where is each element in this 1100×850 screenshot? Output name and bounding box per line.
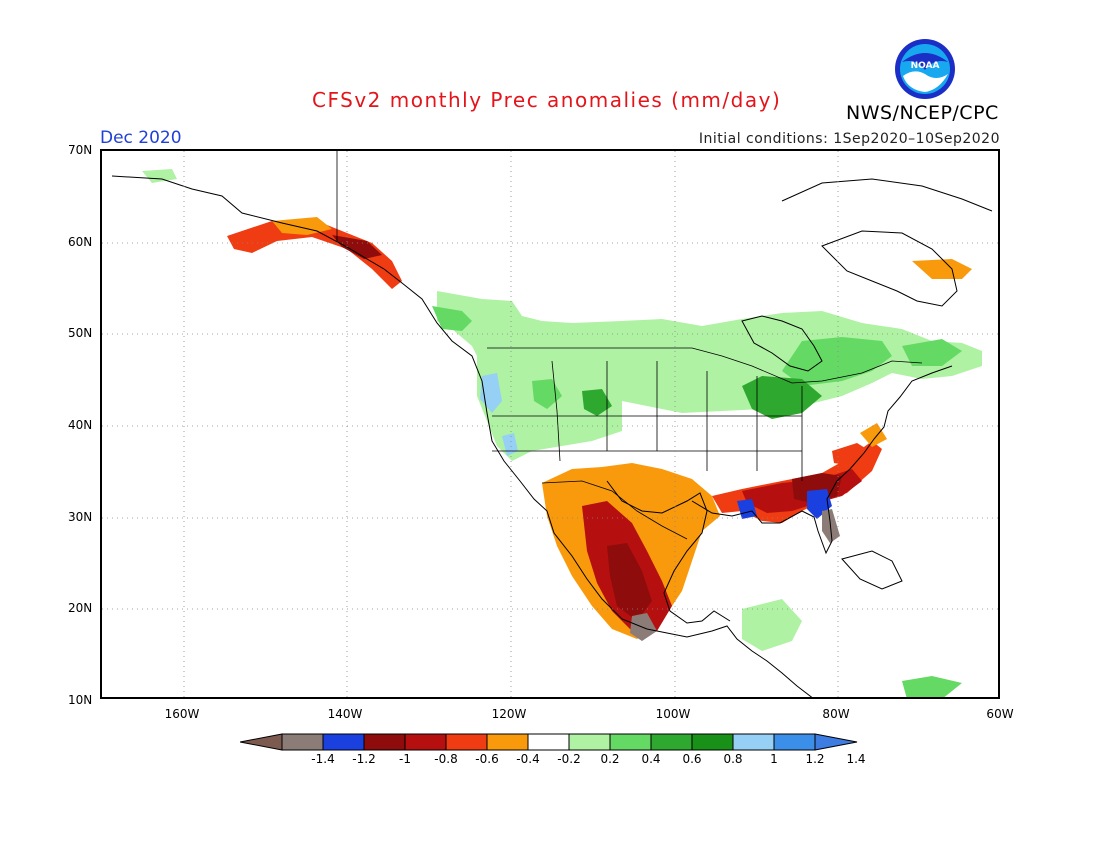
- agency-label: NWS/NCEP/CPC: [846, 102, 999, 124]
- state-borders-horizontal: [492, 415, 802, 452]
- california-wet-patch: [502, 433, 518, 456]
- map-title: CFSv2 monthly Prec anomalies (mm/day): [312, 88, 782, 112]
- virginia-dry-patch: [860, 423, 887, 447]
- noaa-logo-text: NOAA: [911, 61, 940, 71]
- colorbar-cell: [363, 733, 406, 751]
- colorbar-tick-label: -1: [399, 752, 411, 766]
- lon-label-140w: 140W: [327, 707, 363, 721]
- state-borders: [551, 360, 803, 481]
- colorbar-tick-label: 0.8: [723, 752, 743, 766]
- cuba-outline: [841, 550, 903, 590]
- lat-label-10n: 10N: [68, 693, 93, 707]
- quebec-wet-patch: [902, 339, 962, 366]
- anomaly-fills: [142, 169, 982, 697]
- arctic-wet-patch: [142, 169, 177, 183]
- anomaly-map: [100, 149, 1000, 699]
- colorbar-cell: [486, 733, 529, 751]
- colorbar-cell: [404, 733, 447, 751]
- map-canvas: [102, 151, 998, 697]
- lon-label-100w: 100W: [655, 707, 691, 721]
- us-canada-border: [487, 347, 923, 384]
- colorbar-cell: [609, 733, 652, 751]
- lat-label-30n: 30N: [68, 510, 93, 524]
- gulf-coastline: [606, 480, 731, 624]
- colorbar-cell: [773, 733, 816, 751]
- colorbar-cell: [691, 733, 734, 751]
- alaska-panhandle-dry-patch: [332, 235, 382, 259]
- colorbar-tick-label: -0.4: [516, 752, 540, 766]
- colorbar-cell: [281, 733, 324, 751]
- colorbar-tick-label: -0.8: [434, 752, 458, 766]
- colorbar-tick-label: -1.2: [352, 752, 376, 766]
- great-lakes-outline: [741, 315, 823, 372]
- lon-label-120w: 120W: [491, 707, 527, 721]
- forecast-month: Dec 2020: [100, 128, 182, 148]
- venezuela-wet-patch: [902, 676, 962, 697]
- georgia-wet-cell: [807, 489, 832, 519]
- colorbar-low-arrow: [240, 733, 283, 751]
- colorbar-cell: [568, 733, 611, 751]
- lat-label-40n: 40N: [68, 418, 93, 432]
- carolina-dry-patch: [832, 443, 870, 466]
- lat-label-60n: 60N: [68, 235, 93, 249]
- lon-label-60w: 60W: [986, 707, 1014, 721]
- west-coastline: [111, 175, 813, 697]
- wyoming-wet-patch: [582, 389, 612, 416]
- lat-label-70n: 70N: [68, 143, 93, 157]
- mexico-core-dry-patch: [607, 543, 652, 621]
- colorbar-tick-label: 1.4: [846, 752, 866, 766]
- noaa-logo: NOAA: [895, 39, 955, 99]
- coastlines: [111, 175, 993, 697]
- colorbar-tick-label: -0.6: [475, 752, 499, 766]
- lat-label-50n: 50N: [68, 326, 93, 340]
- greatlakes-wet-patch: [782, 337, 892, 386]
- colorbar-tick-label: 0.2: [600, 752, 620, 766]
- bc-wet-patch: [432, 306, 472, 331]
- hudson-bay-outline: [821, 230, 958, 307]
- lon-label-80w: 80W: [822, 707, 850, 721]
- colorbar-cell: [650, 733, 693, 751]
- colorbar-tick-label: 0.4: [641, 752, 661, 766]
- us-mexico-border: [541, 480, 688, 540]
- alaska-dry-patch: [227, 219, 402, 289]
- colorbar-cell: [527, 733, 570, 751]
- colorbar-tick-label: 1: [770, 752, 778, 766]
- mexico-extreme-dry-patch: [630, 613, 657, 641]
- colorbar-cell: [445, 733, 488, 751]
- colorbar-cell: [732, 733, 775, 751]
- colorbar-tick-label: -0.2: [557, 752, 581, 766]
- arctic-coastline: [781, 178, 993, 212]
- colorbar-tick-label: 1.2: [805, 752, 825, 766]
- colorbar-tick-label: -1.4: [311, 752, 335, 766]
- east-coastline: [691, 365, 953, 555]
- colorbar: [240, 733, 858, 751]
- labrador-dry-patch: [912, 259, 972, 279]
- colorbar-tick-label: 0.6: [682, 752, 702, 766]
- borders: [336, 151, 923, 540]
- lat-label-20n: 20N: [68, 601, 93, 615]
- initial-conditions: Initial conditions: 1Sep2020–10Sep2020: [698, 131, 1000, 147]
- colorbar-high-arrow: [814, 733, 858, 751]
- lon-label-160w: 160W: [164, 707, 200, 721]
- central-america-wet-patch: [742, 599, 802, 651]
- graticule: [102, 151, 998, 697]
- colorbar-cell: [322, 733, 365, 751]
